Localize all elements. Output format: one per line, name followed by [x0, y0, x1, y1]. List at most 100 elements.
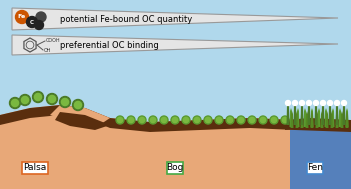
Circle shape — [34, 93, 41, 101]
Text: preferential OC binding: preferential OC binding — [60, 42, 159, 50]
Circle shape — [160, 116, 168, 124]
Polygon shape — [320, 111, 324, 128]
Polygon shape — [296, 111, 298, 128]
Circle shape — [36, 12, 46, 22]
Circle shape — [342, 101, 346, 105]
Polygon shape — [318, 108, 320, 127]
Circle shape — [150, 117, 155, 123]
Polygon shape — [297, 108, 299, 127]
Circle shape — [182, 116, 190, 124]
Text: Fe: Fe — [18, 15, 26, 19]
Polygon shape — [304, 108, 306, 127]
Polygon shape — [336, 102, 338, 125]
Circle shape — [217, 117, 221, 123]
Circle shape — [313, 101, 318, 105]
Polygon shape — [0, 122, 110, 189]
Polygon shape — [325, 108, 327, 127]
Polygon shape — [345, 111, 349, 128]
Polygon shape — [311, 108, 313, 127]
Text: Bog: Bog — [166, 163, 184, 173]
Circle shape — [26, 16, 38, 28]
Polygon shape — [340, 111, 344, 128]
Circle shape — [250, 117, 254, 123]
Polygon shape — [286, 102, 290, 125]
Circle shape — [138, 116, 146, 124]
Text: potential Fe-bound OC quantity: potential Fe-bound OC quantity — [60, 15, 192, 25]
Polygon shape — [322, 102, 325, 125]
Circle shape — [127, 116, 135, 124]
Circle shape — [285, 101, 291, 105]
Polygon shape — [325, 111, 329, 128]
Polygon shape — [336, 111, 338, 128]
Circle shape — [327, 101, 332, 105]
Polygon shape — [300, 102, 304, 125]
Circle shape — [281, 116, 289, 124]
Polygon shape — [291, 111, 293, 128]
Circle shape — [204, 116, 212, 124]
Polygon shape — [314, 102, 318, 125]
Text: Palsa: Palsa — [24, 163, 47, 173]
Circle shape — [116, 116, 124, 124]
Circle shape — [46, 94, 58, 105]
Polygon shape — [12, 35, 338, 55]
Polygon shape — [338, 108, 342, 127]
Circle shape — [299, 101, 305, 105]
Polygon shape — [50, 105, 110, 128]
Polygon shape — [290, 128, 351, 189]
Polygon shape — [285, 118, 351, 130]
Circle shape — [238, 117, 244, 123]
Polygon shape — [316, 111, 318, 128]
Circle shape — [20, 94, 31, 105]
Circle shape — [12, 99, 19, 107]
Circle shape — [117, 117, 122, 123]
Circle shape — [60, 97, 71, 108]
Circle shape — [15, 11, 28, 23]
Circle shape — [270, 116, 278, 124]
Circle shape — [226, 116, 234, 124]
Polygon shape — [290, 108, 292, 127]
Circle shape — [171, 116, 179, 124]
Circle shape — [283, 117, 287, 123]
Circle shape — [128, 117, 134, 123]
Circle shape — [205, 117, 211, 123]
Circle shape — [335, 101, 339, 105]
Polygon shape — [55, 112, 110, 130]
Circle shape — [259, 116, 267, 124]
Circle shape — [139, 117, 145, 123]
FancyBboxPatch shape — [22, 162, 48, 174]
Polygon shape — [345, 108, 349, 127]
Circle shape — [306, 101, 311, 105]
Circle shape — [21, 96, 28, 104]
Circle shape — [184, 117, 188, 123]
Polygon shape — [311, 111, 313, 128]
Circle shape — [248, 116, 256, 124]
FancyBboxPatch shape — [167, 162, 183, 174]
Circle shape — [320, 101, 325, 105]
Circle shape — [227, 117, 233, 123]
Polygon shape — [331, 108, 335, 127]
Polygon shape — [12, 8, 338, 30]
Text: OH: OH — [44, 49, 52, 53]
Text: COOH: COOH — [46, 39, 61, 43]
Circle shape — [193, 116, 201, 124]
Circle shape — [292, 101, 298, 105]
Circle shape — [260, 117, 266, 123]
Text: Fen: Fen — [307, 163, 323, 173]
FancyBboxPatch shape — [307, 162, 323, 174]
Circle shape — [73, 99, 84, 111]
Circle shape — [48, 95, 55, 103]
Circle shape — [74, 101, 81, 108]
Polygon shape — [0, 105, 351, 189]
Circle shape — [61, 98, 68, 106]
Polygon shape — [305, 111, 309, 128]
Text: C: C — [30, 19, 34, 25]
Circle shape — [9, 98, 20, 108]
Polygon shape — [329, 102, 331, 125]
Circle shape — [161, 117, 167, 123]
Polygon shape — [343, 102, 345, 125]
Circle shape — [194, 117, 200, 123]
Circle shape — [149, 116, 157, 124]
Polygon shape — [307, 102, 311, 125]
Circle shape — [215, 116, 223, 124]
Circle shape — [172, 117, 178, 123]
